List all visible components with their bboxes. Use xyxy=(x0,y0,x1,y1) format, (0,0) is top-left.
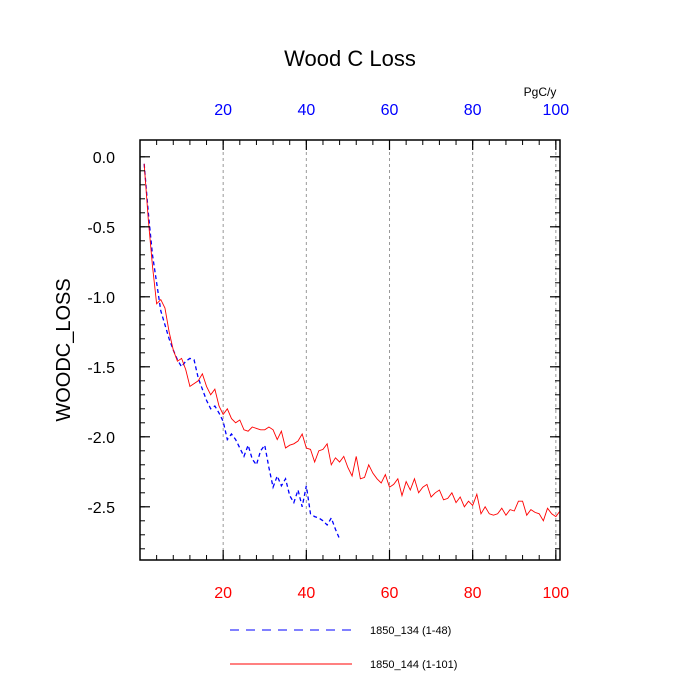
legend-label-1: 1850_134 (1-48) xyxy=(370,625,451,637)
x-tick-label-bottom: 80 xyxy=(464,585,482,602)
y-tick-label: -2.5 xyxy=(87,500,115,517)
x-tick-label-top: 80 xyxy=(464,102,482,119)
axis-ticks: 20 20 40 40 60 60 80 80 100 100 0.0 -0.5 -1.0 -1.5 -2.… xyxy=(87,102,569,602)
gridlines xyxy=(222,140,557,560)
series-group xyxy=(143,163,561,540)
y-tick-label: 0.0 xyxy=(93,150,115,167)
x-tick-label-top: 40 xyxy=(297,102,315,119)
y-tick-label: -2.0 xyxy=(87,430,115,447)
plot-frame xyxy=(139,139,561,561)
x-tick-label-bottom: 100 xyxy=(542,585,569,602)
series-line-2 xyxy=(143,163,561,522)
x-tick-label-bottom: 40 xyxy=(297,585,315,602)
x-tick-label-top: 20 xyxy=(214,102,232,119)
x-tick-label-bottom: 60 xyxy=(381,585,399,602)
x-tick-label-top: 100 xyxy=(542,102,569,119)
legend-label-2: 1850_144 (1-101) xyxy=(370,659,457,671)
top-axis-unit: PgC/y xyxy=(524,85,557,99)
y-tick-label: -0.5 xyxy=(87,220,115,237)
legend: 1850_134 (1-48) 1850_144 (1-101) xyxy=(230,625,457,671)
chart-title: Wood C Loss xyxy=(284,46,416,71)
x-tick-label-top: 60 xyxy=(381,102,399,119)
x-tick-label-bottom: 20 xyxy=(214,585,232,602)
y-tick-label: -1.0 xyxy=(87,290,115,307)
y-axis-label: WOODC_LOSS xyxy=(53,278,75,421)
y-tick-label: -1.5 xyxy=(87,360,115,377)
